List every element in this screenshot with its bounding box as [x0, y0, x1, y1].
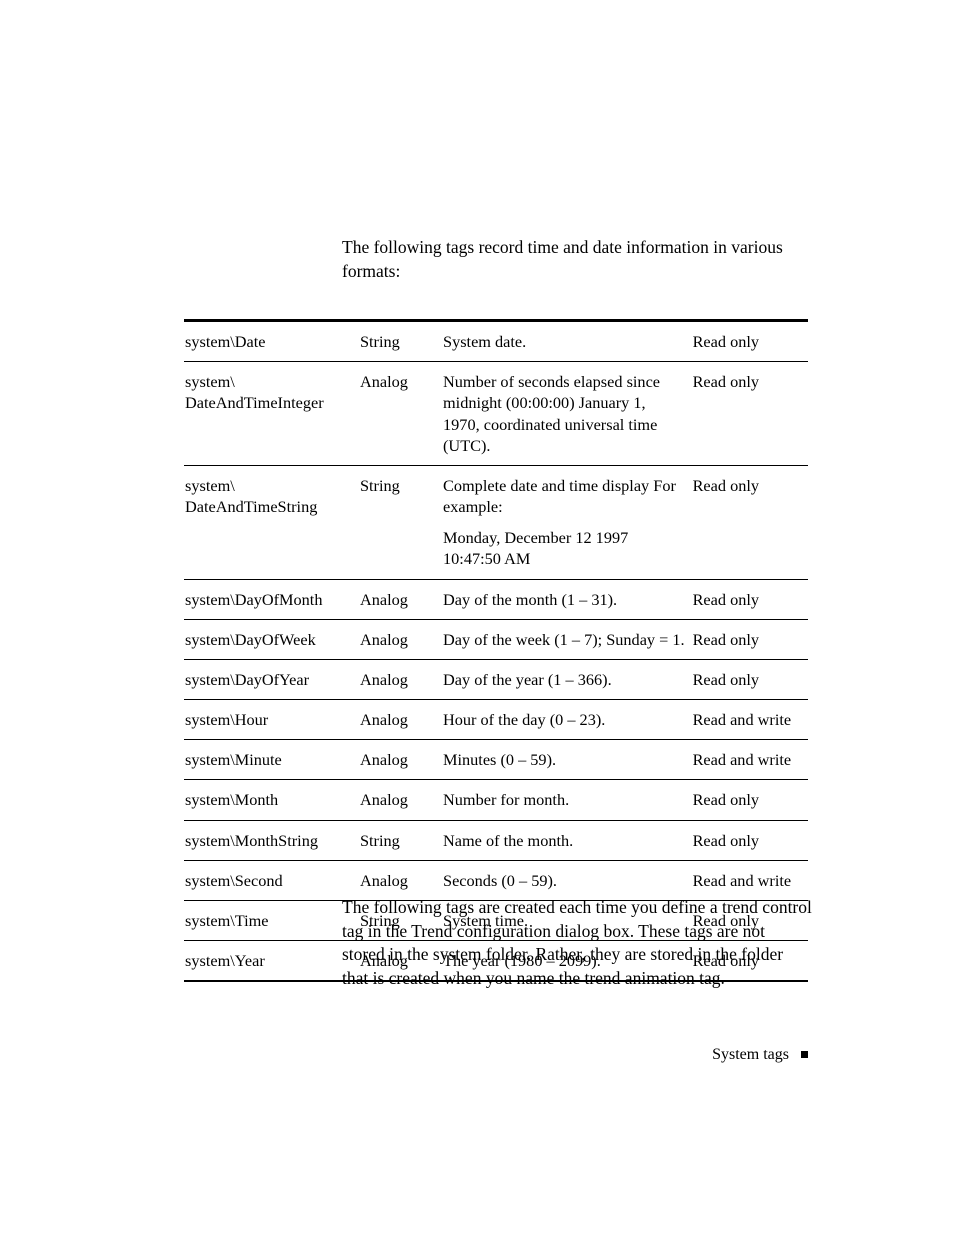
cell-type: String — [359, 465, 442, 579]
cell-type: Analog — [359, 700, 442, 740]
cell-tag: system\Date — [184, 322, 359, 362]
cell-access: Read and write — [692, 860, 808, 900]
cell-access: Read only — [692, 465, 808, 579]
outro-paragraph: The following tags are created each time… — [342, 896, 812, 991]
cell-description: Number of seconds elapsed since midnight… — [442, 362, 692, 466]
cell-access: Read only — [692, 619, 808, 659]
cell-type: Analog — [359, 579, 442, 619]
cell-access: Read only — [692, 659, 808, 699]
tags-table-body: system\DateStringSystem date.Read onlysy… — [184, 320, 808, 982]
cell-type: Analog — [359, 860, 442, 900]
cell-type: Analog — [359, 619, 442, 659]
cell-tag: system\Second — [184, 860, 359, 900]
cell-access: Read and write — [692, 740, 808, 780]
cell-tag: system\Hour — [184, 700, 359, 740]
cell-tag: system\DateAndTimeInteger — [184, 362, 359, 466]
cell-description: System date. — [442, 322, 692, 362]
cell-tag: system\DayOfWeek — [184, 619, 359, 659]
cell-tag: system\DateAndTimeString — [184, 465, 359, 579]
document-page: The following tags record time and date … — [0, 0, 954, 1235]
cell-type: Analog — [359, 659, 442, 699]
cell-description-extra: Monday, December 12 1997 10:47:50 AM — [443, 527, 686, 569]
cell-description: Day of the year (1 – 366). — [442, 659, 692, 699]
table-row: system\DateAndTimeStringStringComplete d… — [184, 465, 808, 579]
tags-table-wrap: system\DateStringSystem date.Read onlysy… — [184, 319, 808, 982]
table-row: system\DateStringSystem date.Read only — [184, 322, 808, 362]
footer-text: System tags — [712, 1046, 789, 1063]
cell-tag: system\DayOfMonth — [184, 579, 359, 619]
cell-tag: system\DayOfYear — [184, 659, 359, 699]
table-row: system\HourAnalogHour of the day (0 – 23… — [184, 700, 808, 740]
cell-description: Day of the week (1 – 7); Sunday = 1. — [442, 619, 692, 659]
cell-description: Day of the month (1 – 31). — [442, 579, 692, 619]
cell-access: Read only — [692, 322, 808, 362]
table-row: system\DayOfMonthAnalogDay of the month … — [184, 579, 808, 619]
table-row: system\MonthStringStringName of the mont… — [184, 820, 808, 860]
cell-tag: system\Minute — [184, 740, 359, 780]
page-footer: System tags — [0, 1046, 808, 1064]
cell-type: String — [359, 820, 442, 860]
cell-type: Analog — [359, 362, 442, 466]
cell-access: Read and write — [692, 700, 808, 740]
cell-access: Read only — [692, 579, 808, 619]
cell-description: Seconds (0 – 59). — [442, 860, 692, 900]
cell-description: Complete date and time display For examp… — [442, 465, 692, 579]
table-row: system\SecondAnalogSeconds (0 – 59).Read… — [184, 860, 808, 900]
table-row: system\MonthAnalogNumber for month.Read … — [184, 780, 808, 820]
cell-type: Analog — [359, 780, 442, 820]
cell-tag: system\MonthString — [184, 820, 359, 860]
cell-tag: system\Time — [184, 900, 359, 940]
cell-description: Hour of the day (0 – 23). — [442, 700, 692, 740]
cell-access: Read only — [692, 780, 808, 820]
cell-description: Number for month. — [442, 780, 692, 820]
cell-access: Read only — [692, 362, 808, 466]
cell-access: Read only — [692, 820, 808, 860]
tags-table: system\DateStringSystem date.Read onlysy… — [184, 319, 808, 982]
table-row: system\DayOfYearAnalogDay of the year (1… — [184, 659, 808, 699]
cell-tag: system\Month — [184, 780, 359, 820]
intro-paragraph: The following tags record time and date … — [342, 236, 810, 283]
cell-type: Analog — [359, 740, 442, 780]
table-row: system\DateAndTimeIntegerAnalogNumber of… — [184, 362, 808, 466]
cell-tag: system\Year — [184, 941, 359, 982]
cell-type: String — [359, 322, 442, 362]
footer-bullet-icon — [801, 1051, 808, 1058]
table-row: system\MinuteAnalogMinutes (0 – 59).Read… — [184, 740, 808, 780]
cell-description: Name of the month. — [442, 820, 692, 860]
table-row: system\DayOfWeekAnalogDay of the week (1… — [184, 619, 808, 659]
cell-description: Minutes (0 – 59). — [442, 740, 692, 780]
